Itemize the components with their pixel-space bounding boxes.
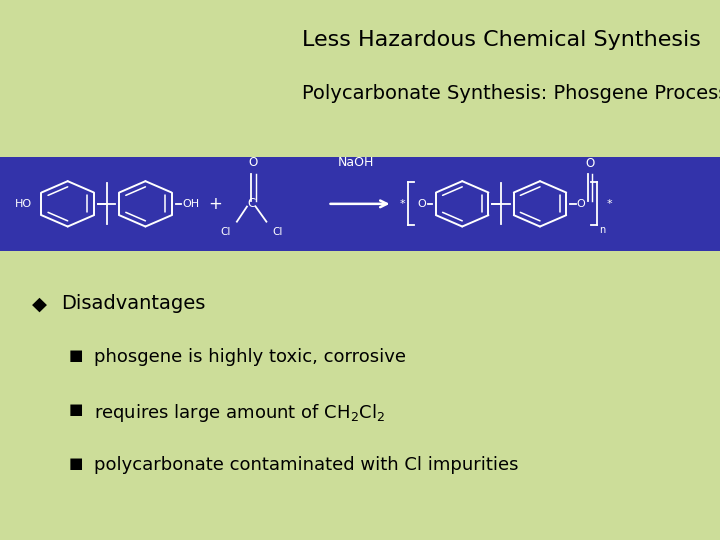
- Text: O: O: [249, 156, 258, 168]
- Text: *: *: [606, 199, 612, 209]
- Text: O: O: [577, 199, 585, 209]
- Bar: [0, 157, 720, 251]
- Text: Cl: Cl: [220, 227, 230, 237]
- Text: ■: ■: [68, 402, 83, 417]
- Text: Less Hazardous Chemical Synthesis: Less Hazardous Chemical Synthesis: [302, 30, 701, 50]
- Text: Disadvantages: Disadvantages: [61, 294, 206, 313]
- Text: C: C: [247, 197, 256, 211]
- Text: requires large amount of $\mathregular{CH_2Cl_2}$: requires large amount of $\mathregular{C…: [94, 402, 384, 424]
- Text: ◆: ◆: [32, 294, 47, 313]
- Text: phosgene is highly toxic, corrosive: phosgene is highly toxic, corrosive: [94, 348, 405, 366]
- Text: HO: HO: [14, 199, 32, 209]
- Text: ■: ■: [68, 348, 83, 363]
- Text: O: O: [585, 157, 594, 170]
- Text: OH: OH: [182, 199, 199, 209]
- Text: O: O: [418, 199, 426, 209]
- Text: +: +: [208, 195, 222, 213]
- Text: Polycarbonate Synthesis: Phosgene Process: Polycarbonate Synthesis: Phosgene Proces…: [302, 84, 720, 103]
- Text: *: *: [400, 199, 405, 209]
- Text: Cl: Cl: [272, 227, 282, 237]
- Text: n: n: [599, 226, 606, 235]
- Text: ■: ■: [68, 456, 83, 471]
- Text: NaOH: NaOH: [338, 156, 374, 168]
- Text: polycarbonate contaminated with Cl impurities: polycarbonate contaminated with Cl impur…: [94, 456, 518, 474]
